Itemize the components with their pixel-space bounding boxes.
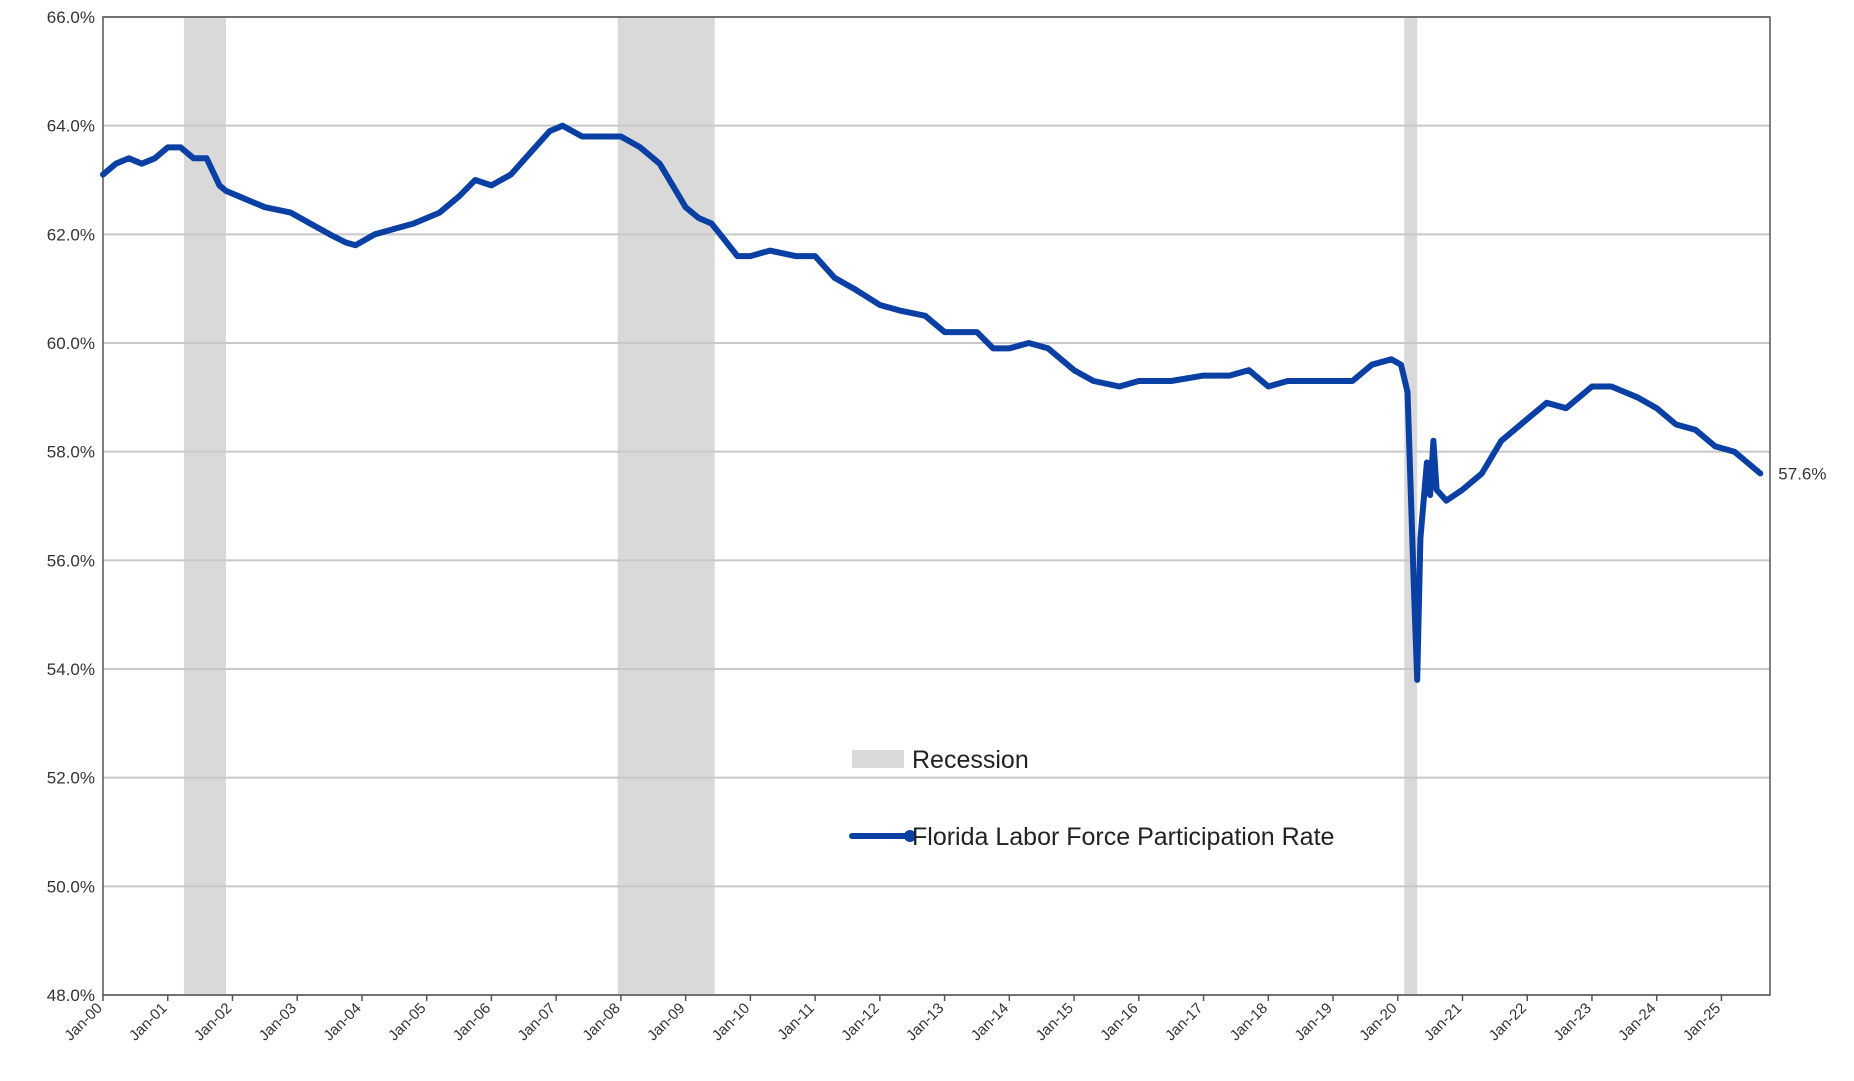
y-tick-label: 66.0% bbox=[47, 8, 95, 27]
y-axis-ticks: 48.0% 50.0% 52.0% 54.0% 56.0% 58.0% 60.0% 62.0%… bbox=[47, 8, 95, 1005]
x-tick-label: Jan-01 bbox=[126, 1000, 170, 1044]
y-tick-label: 48.0% bbox=[47, 986, 95, 1005]
x-tick-label: Jan-08 bbox=[579, 1000, 623, 1044]
x-tick-label: Jan-04 bbox=[320, 1000, 364, 1044]
x-tick-label: Jan-13 bbox=[903, 1000, 947, 1044]
x-tick-label: Jan-25 bbox=[1680, 1000, 1724, 1044]
x-tick-label: Jan-12 bbox=[838, 1000, 882, 1044]
recession-band-1 bbox=[183, 17, 227, 995]
x-tick-label: Jan-06 bbox=[450, 1000, 494, 1044]
recession-band-2 bbox=[617, 17, 715, 995]
x-tick-label: Jan-23 bbox=[1550, 1000, 1594, 1044]
x-tick-label: Jan-09 bbox=[644, 1000, 688, 1044]
x-tick-label: Jan-20 bbox=[1356, 1000, 1400, 1044]
legend-series-label: Florida Labor Force Participation Rate bbox=[912, 823, 1334, 851]
y-tick-label: 54.0% bbox=[47, 660, 95, 679]
legend-recession-label: Recession bbox=[912, 746, 1029, 774]
x-tick-label: Jan-17 bbox=[1162, 1000, 1206, 1044]
x-tick-label: Jan-22 bbox=[1486, 1000, 1530, 1044]
x-tick-label: Jan-00 bbox=[61, 1000, 105, 1044]
x-tick-label: Jan-18 bbox=[1227, 1000, 1271, 1044]
x-tick-label: Jan-02 bbox=[191, 1000, 235, 1044]
x-tick-label: Jan-21 bbox=[1421, 1000, 1465, 1044]
y-tick-label: 62.0% bbox=[47, 225, 95, 244]
y-tick-label: 58.0% bbox=[47, 443, 95, 462]
x-tick-label: Jan-10 bbox=[709, 1000, 753, 1044]
x-tick-label: Jan-24 bbox=[1615, 1000, 1659, 1044]
x-tick-label: Jan-05 bbox=[385, 1000, 429, 1044]
x-tick-label: Jan-16 bbox=[1097, 1000, 1141, 1044]
legend: Recession Florida Labor Force Participat… bbox=[849, 746, 1334, 851]
x-tick-label: Jan-03 bbox=[256, 1000, 300, 1044]
x-tick-label: Jan-11 bbox=[774, 1000, 818, 1044]
y-tick-label: 50.0% bbox=[47, 877, 95, 896]
x-axis-ticks: Jan-00 Jan-01 Jan-02 Jan-03 Jan-04 Jan-05 Jan-… bbox=[61, 995, 1724, 1044]
y-tick-label: 52.0% bbox=[47, 769, 95, 788]
x-tick-label: Jan-07 bbox=[515, 1000, 559, 1044]
end-value-label: 57.6% bbox=[1778, 464, 1826, 483]
x-tick-label: Jan-14 bbox=[968, 1000, 1012, 1044]
y-tick-label: 64.0% bbox=[47, 117, 95, 136]
plot-frame bbox=[102, 16, 1771, 996]
y-tick-label: 60.0% bbox=[47, 334, 95, 353]
legend-recession-swatch bbox=[852, 750, 904, 768]
x-tick-label: Jan-19 bbox=[1291, 1000, 1335, 1044]
y-tick-label: 56.0% bbox=[47, 551, 95, 570]
legend-series-marker bbox=[904, 830, 916, 842]
series-line-florida-lfpr bbox=[100, 122, 1764, 683]
x-tick-label: Jan-15 bbox=[1032, 1000, 1076, 1044]
